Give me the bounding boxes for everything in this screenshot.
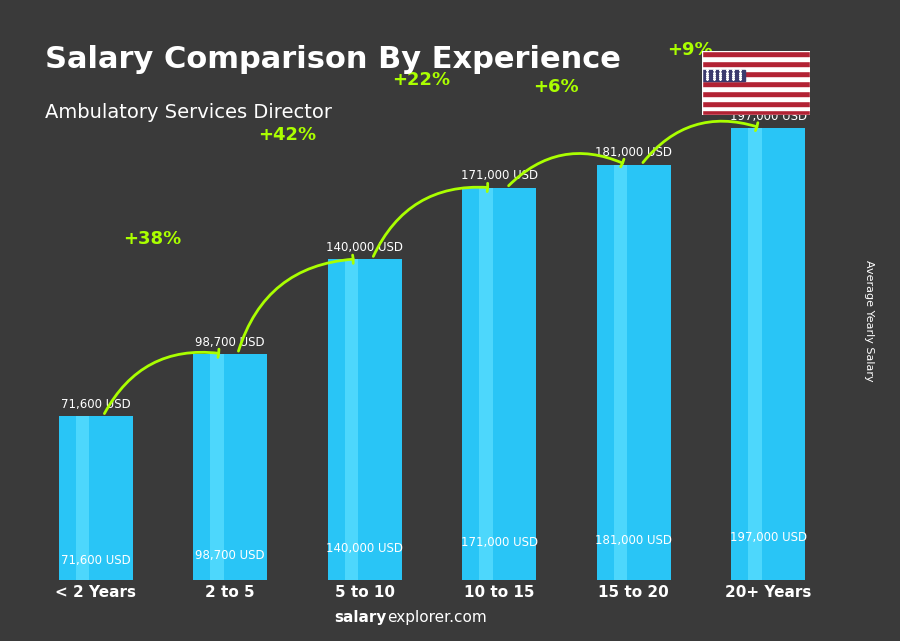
Text: 181,000 USD: 181,000 USD xyxy=(595,147,672,160)
Text: 71,600 USD: 71,600 USD xyxy=(61,398,130,411)
Bar xyxy=(614,165,627,581)
Bar xyxy=(732,128,806,581)
Bar xyxy=(702,56,810,61)
Bar xyxy=(76,416,89,581)
Bar xyxy=(702,71,745,81)
Bar xyxy=(702,110,810,115)
Text: salary: salary xyxy=(335,610,387,625)
Text: 171,000 USD: 171,000 USD xyxy=(461,169,538,183)
Bar xyxy=(702,76,810,81)
Bar xyxy=(702,91,810,96)
Text: +6%: +6% xyxy=(533,78,579,96)
Bar xyxy=(702,51,810,56)
Text: 181,000 USD: 181,000 USD xyxy=(595,534,672,547)
Text: +38%: +38% xyxy=(123,230,181,248)
Text: +9%: +9% xyxy=(668,41,713,59)
Text: Average Yearly Salary: Average Yearly Salary xyxy=(863,260,874,381)
Text: explorer.com: explorer.com xyxy=(387,610,487,625)
Text: 71,600 USD: 71,600 USD xyxy=(61,554,130,567)
Bar xyxy=(702,81,810,86)
Bar xyxy=(58,416,132,581)
Text: 98,700 USD: 98,700 USD xyxy=(195,549,265,562)
Bar xyxy=(702,101,810,106)
Text: +22%: +22% xyxy=(392,71,450,89)
Text: +42%: +42% xyxy=(257,126,316,144)
Bar xyxy=(748,128,761,581)
Bar xyxy=(702,66,810,71)
Bar xyxy=(345,259,358,581)
Text: 140,000 USD: 140,000 USD xyxy=(326,240,403,254)
Text: Ambulatory Services Director: Ambulatory Services Director xyxy=(45,103,332,122)
Text: 140,000 USD: 140,000 USD xyxy=(326,542,403,554)
Text: 197,000 USD: 197,000 USD xyxy=(730,110,807,122)
Text: Salary Comparison By Experience: Salary Comparison By Experience xyxy=(45,45,621,74)
Bar xyxy=(480,188,492,581)
Bar xyxy=(328,259,401,581)
Bar xyxy=(702,106,810,110)
Bar xyxy=(702,86,810,91)
Bar xyxy=(194,354,267,581)
Bar xyxy=(211,354,223,581)
Bar xyxy=(463,188,536,581)
Text: 171,000 USD: 171,000 USD xyxy=(461,536,538,549)
Text: 98,700 USD: 98,700 USD xyxy=(195,335,265,349)
Bar xyxy=(702,71,810,76)
Bar xyxy=(597,165,670,581)
Bar xyxy=(702,61,810,66)
Bar xyxy=(702,96,810,101)
Text: 197,000 USD: 197,000 USD xyxy=(730,531,807,544)
